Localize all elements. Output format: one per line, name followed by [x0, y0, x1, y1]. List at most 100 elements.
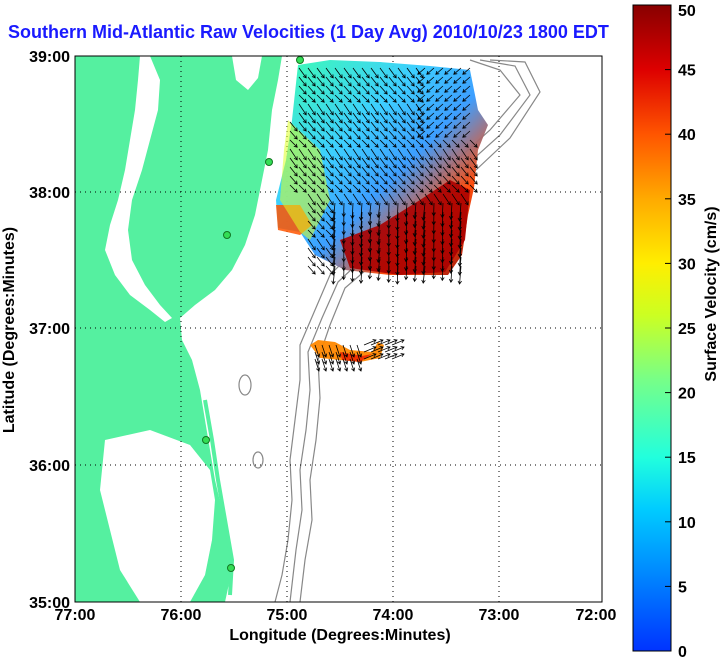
velocity-arrow [460, 157, 469, 169]
velocity-arrow [388, 94, 397, 103]
velocity-arrow [453, 130, 462, 138]
bathymetry-contours [238, 59, 541, 602]
velocity-arrow [316, 211, 325, 222]
x-tick-label: 74:00 [373, 607, 414, 624]
velocity-arrow [457, 247, 462, 267]
velocity-arrow [415, 130, 424, 140]
velocity-arrow [289, 166, 298, 177]
velocity-arrow [307, 229, 316, 238]
velocity-arrow [316, 85, 325, 95]
velocity-arrow [448, 211, 454, 229]
velocity-arrow [424, 139, 433, 148]
colorbar-scale [632, 4, 672, 652]
velocity-arrow [388, 130, 397, 140]
velocity-arrow [442, 139, 451, 148]
velocity-arrow [343, 139, 352, 148]
velocity-arrow [298, 166, 307, 177]
velocity-arrow [361, 94, 370, 103]
velocity-arrow [325, 121, 334, 132]
velocity-arrow [289, 130, 298, 140]
velocity-arrow [426, 112, 435, 120]
velocity-arrow [314, 351, 321, 365]
velocity-arrow [307, 139, 316, 148]
velocity-arrow [334, 193, 343, 206]
velocity-arrow [352, 67, 361, 79]
velocity-arrow [370, 193, 379, 206]
velocity-arrow [397, 94, 406, 103]
velocity-arrow [316, 148, 325, 161]
velocity-arrow [406, 175, 415, 185]
velocity-arrow [343, 157, 352, 169]
velocity-arrow [424, 175, 433, 185]
velocity-arrow [316, 256, 325, 267]
velocity-arrow [325, 76, 334, 87]
velocity-arrow [406, 193, 415, 206]
velocity-arrow [442, 193, 451, 206]
velocity-arrow [417, 112, 426, 120]
velocity-arrow [307, 175, 316, 185]
y-axis: 39:00 38:00 37:00 36:00 35:00 Latitude (… [1, 49, 70, 612]
y-tick-label: 35:00 [29, 595, 70, 612]
colorbar-tick-label: 45 [678, 63, 696, 80]
velocity-arrow [342, 344, 349, 358]
velocity-arrow [462, 67, 471, 75]
velocity-arrow [386, 265, 391, 283]
velocity-arrow [397, 148, 406, 161]
velocity-arrow [298, 157, 307, 169]
velocity-arrow [417, 130, 426, 138]
velocity-arrow [426, 67, 435, 75]
velocity-arrow [462, 130, 471, 138]
velocity-arrow [435, 76, 444, 84]
velocity-arrow [343, 184, 352, 193]
velocity-arrow [379, 139, 388, 148]
velocity-arrow [457, 211, 462, 231]
velocity-arrow [379, 193, 388, 206]
velocity-arrow [334, 76, 343, 87]
velocity-arrow [356, 358, 363, 372]
velocity-arrow [391, 353, 405, 360]
velocity-arrow [457, 220, 462, 240]
velocity-arrow [388, 139, 397, 148]
velocity-arrow [453, 112, 462, 120]
velocity-arrow [384, 353, 398, 360]
velocity-arrow [424, 193, 433, 206]
velocity-arrow [444, 76, 453, 84]
velocity-arrow [379, 175, 388, 185]
velocity-arrow [370, 166, 379, 177]
velocity-arrow [435, 121, 444, 129]
velocity-arrow [334, 85, 343, 95]
velocity-arrow [363, 353, 377, 360]
velocity-arrow [352, 76, 361, 87]
velocity-arrow [349, 358, 356, 372]
velocity-arrow [316, 139, 325, 148]
chart-title: Southern Mid-Atlantic Raw Velocities (1 … [8, 22, 609, 42]
velocity-arrow [352, 175, 361, 185]
velocity-arrow [448, 220, 454, 238]
velocity-arrow [406, 166, 415, 177]
chesapeake-bay [105, 56, 172, 322]
velocity-arrow [435, 85, 444, 93]
velocity-arrow [379, 166, 388, 177]
velocity-arrow [397, 157, 406, 169]
velocity-arrow [448, 256, 454, 274]
velocity-arrow [448, 247, 454, 265]
colorbar-tick-label: 10 [678, 515, 696, 532]
colorbar-tick-label: 30 [678, 256, 696, 273]
velocity-arrow [453, 76, 462, 84]
velocity-arrow [361, 121, 370, 132]
velocity-arrow [388, 112, 397, 124]
velocity-arrow [307, 103, 316, 116]
velocity-arrow [404, 202, 409, 218]
velocity-arrow [448, 229, 454, 247]
velocity-arrow [328, 358, 335, 372]
velocity-arrow [325, 184, 334, 193]
velocity-arrow [352, 148, 361, 161]
velocity-arrow [460, 166, 469, 177]
velocity-arrow [404, 238, 409, 254]
velocity-arrow [370, 85, 379, 95]
velocity-arrow [406, 184, 415, 193]
velocity-arrow [314, 358, 321, 372]
velocity-arrow [316, 103, 325, 116]
velocity-arrow [325, 202, 334, 214]
velocity-arrow [334, 103, 343, 116]
